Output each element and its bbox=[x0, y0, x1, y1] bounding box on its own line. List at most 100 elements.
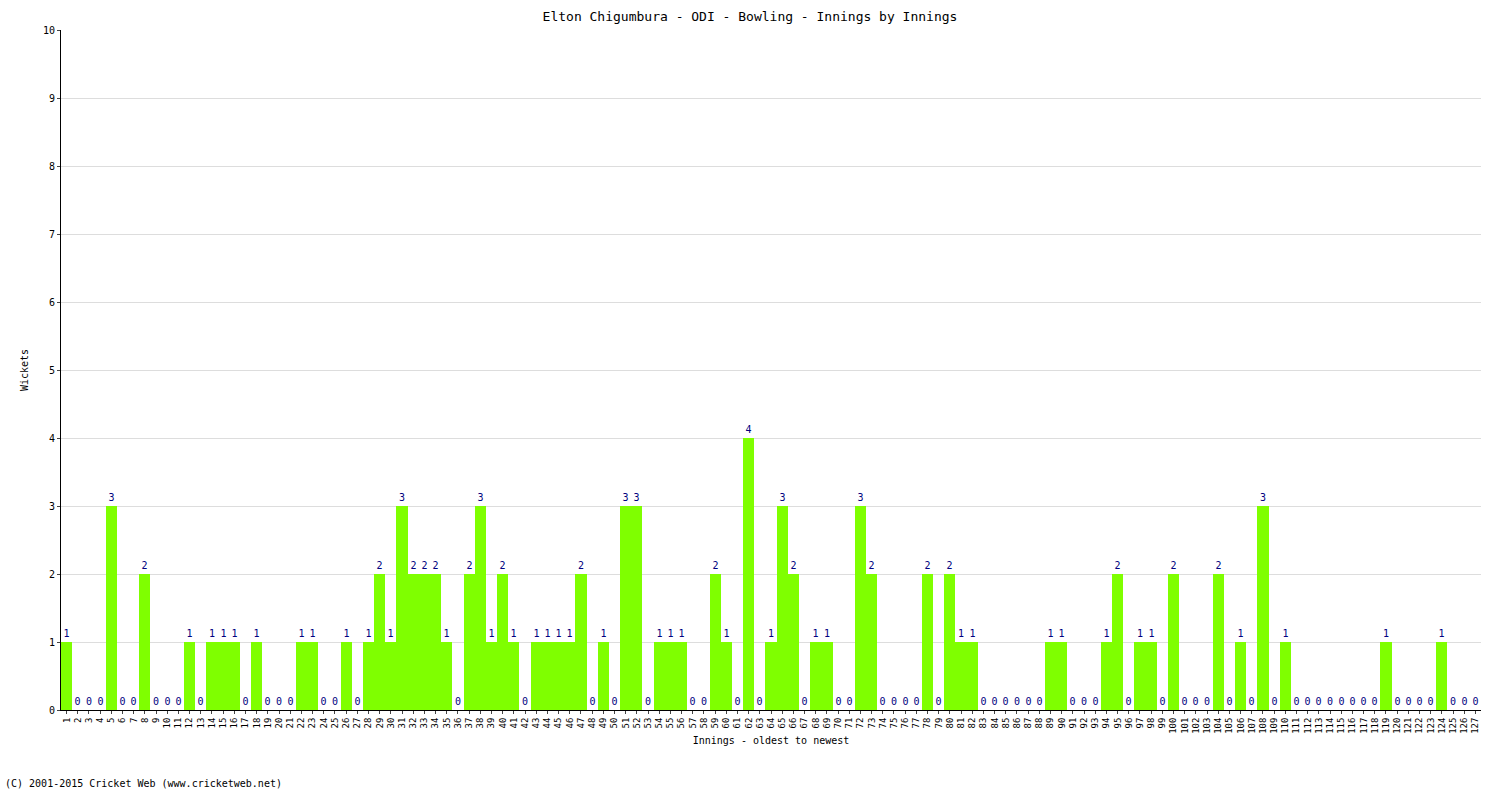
svg-text:62: 62 bbox=[744, 718, 754, 729]
svg-text:67: 67 bbox=[799, 718, 809, 729]
svg-text:2: 2 bbox=[49, 569, 55, 580]
svg-text:98: 98 bbox=[1146, 718, 1156, 729]
svg-text:2: 2 bbox=[421, 560, 427, 571]
svg-text:56: 56 bbox=[676, 718, 686, 729]
svg-text:92: 92 bbox=[1079, 718, 1089, 729]
svg-text:60: 60 bbox=[721, 718, 731, 729]
svg-text:0: 0 bbox=[801, 696, 807, 707]
svg-text:1: 1 bbox=[1282, 628, 1288, 639]
svg-text:106: 106 bbox=[1236, 718, 1246, 734]
svg-text:120: 120 bbox=[1392, 718, 1402, 734]
svg-text:3: 3 bbox=[779, 492, 785, 503]
svg-text:55: 55 bbox=[665, 718, 675, 729]
svg-text:28: 28 bbox=[363, 718, 373, 729]
svg-text:41: 41 bbox=[509, 718, 519, 729]
svg-text:0: 0 bbox=[49, 705, 55, 716]
svg-text:0: 0 bbox=[197, 696, 203, 707]
svg-text:49: 49 bbox=[598, 718, 608, 729]
svg-text:0: 0 bbox=[1371, 696, 1377, 707]
svg-text:71: 71 bbox=[844, 718, 854, 729]
svg-text:1: 1 bbox=[510, 628, 516, 639]
svg-text:83: 83 bbox=[978, 718, 988, 729]
svg-text:44: 44 bbox=[542, 718, 552, 729]
svg-text:23: 23 bbox=[307, 718, 317, 729]
svg-text:0: 0 bbox=[1092, 696, 1098, 707]
svg-text:107: 107 bbox=[1247, 718, 1257, 734]
svg-text:66: 66 bbox=[788, 718, 798, 729]
svg-text:51: 51 bbox=[621, 718, 631, 729]
svg-text:0: 0 bbox=[276, 696, 282, 707]
svg-text:43: 43 bbox=[531, 718, 541, 729]
svg-text:50: 50 bbox=[609, 718, 619, 729]
svg-text:3: 3 bbox=[399, 492, 405, 503]
svg-text:35: 35 bbox=[442, 718, 452, 729]
svg-text:0: 0 bbox=[1271, 696, 1277, 707]
svg-text:3: 3 bbox=[84, 718, 94, 723]
svg-text:63: 63 bbox=[755, 718, 765, 729]
svg-text:5: 5 bbox=[49, 365, 55, 376]
svg-text:2: 2 bbox=[466, 560, 472, 571]
svg-text:2: 2 bbox=[376, 560, 382, 571]
svg-text:2: 2 bbox=[578, 560, 584, 571]
svg-text:3: 3 bbox=[477, 492, 483, 503]
svg-text:1: 1 bbox=[63, 628, 69, 639]
svg-text:0: 0 bbox=[1427, 696, 1433, 707]
svg-text:1: 1 bbox=[678, 628, 684, 639]
svg-text:7: 7 bbox=[49, 229, 55, 240]
svg-text:42: 42 bbox=[520, 718, 530, 729]
svg-text:78: 78 bbox=[922, 718, 932, 729]
svg-text:1: 1 bbox=[49, 637, 55, 648]
svg-text:1: 1 bbox=[555, 628, 561, 639]
svg-text:1: 1 bbox=[1438, 628, 1444, 639]
svg-text:127: 127 bbox=[1470, 718, 1480, 734]
svg-text:103: 103 bbox=[1202, 718, 1212, 734]
svg-text:84: 84 bbox=[990, 718, 1000, 729]
svg-text:0: 0 bbox=[1226, 696, 1232, 707]
svg-text:8: 8 bbox=[49, 161, 55, 172]
svg-text:10: 10 bbox=[43, 25, 55, 36]
svg-text:8: 8 bbox=[140, 718, 150, 723]
svg-text:105: 105 bbox=[1224, 718, 1234, 734]
svg-text:0: 0 bbox=[1349, 696, 1355, 707]
svg-text:0: 0 bbox=[175, 696, 181, 707]
svg-text:2: 2 bbox=[432, 560, 438, 571]
svg-text:2: 2 bbox=[1170, 560, 1176, 571]
svg-text:122: 122 bbox=[1414, 718, 1424, 734]
svg-text:4: 4 bbox=[95, 718, 105, 723]
svg-text:2: 2 bbox=[946, 560, 952, 571]
svg-text:72: 72 bbox=[855, 718, 865, 729]
svg-text:95: 95 bbox=[1113, 718, 1123, 729]
svg-text:2: 2 bbox=[924, 560, 930, 571]
svg-text:1: 1 bbox=[656, 628, 662, 639]
svg-text:2: 2 bbox=[141, 560, 147, 571]
svg-text:39: 39 bbox=[486, 718, 496, 729]
svg-text:27: 27 bbox=[352, 718, 362, 729]
svg-text:64: 64 bbox=[766, 718, 776, 729]
svg-text:97: 97 bbox=[1135, 718, 1145, 729]
svg-text:108: 108 bbox=[1258, 718, 1268, 734]
svg-text:0: 0 bbox=[1204, 696, 1210, 707]
svg-text:102: 102 bbox=[1191, 718, 1201, 734]
svg-text:0: 0 bbox=[287, 696, 293, 707]
svg-text:0: 0 bbox=[991, 696, 997, 707]
svg-text:0: 0 bbox=[153, 696, 159, 707]
svg-text:3: 3 bbox=[622, 492, 628, 503]
svg-text:61: 61 bbox=[732, 718, 742, 729]
svg-text:1: 1 bbox=[443, 628, 449, 639]
svg-text:1: 1 bbox=[566, 628, 572, 639]
svg-text:0: 0 bbox=[1181, 696, 1187, 707]
svg-text:0: 0 bbox=[455, 696, 461, 707]
svg-text:0: 0 bbox=[1014, 696, 1020, 707]
svg-text:1: 1 bbox=[969, 628, 975, 639]
svg-text:54: 54 bbox=[654, 718, 664, 729]
svg-text:3: 3 bbox=[633, 492, 639, 503]
svg-text:114: 114 bbox=[1325, 718, 1335, 734]
svg-text:0: 0 bbox=[119, 696, 125, 707]
svg-text:9: 9 bbox=[49, 93, 55, 104]
svg-text:0: 0 bbox=[1293, 696, 1299, 707]
svg-text:0: 0 bbox=[1327, 696, 1333, 707]
svg-text:0: 0 bbox=[1192, 696, 1198, 707]
svg-text:1: 1 bbox=[533, 628, 539, 639]
svg-text:0: 0 bbox=[354, 696, 360, 707]
svg-text:1: 1 bbox=[1383, 628, 1389, 639]
